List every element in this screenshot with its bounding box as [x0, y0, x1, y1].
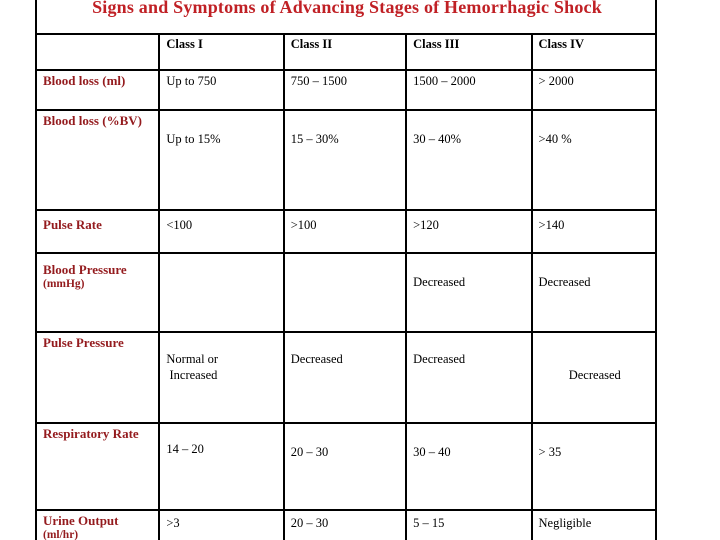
cell-value: Decreased [405, 331, 533, 424]
table-row-respiratory-rate: Respiratory Rate 14 – 20 20 – 30 30 – 40… [34, 422, 658, 511]
cell-value: >3 [158, 509, 285, 540]
cell-value: 20 – 30 [282, 422, 408, 511]
cell-value: Decreased [530, 252, 658, 333]
table-row-blood-pressure: Blood Pressure (mmHg) Decreased Decrease… [34, 252, 658, 333]
row-label: Blood loss (%BV) [43, 113, 142, 128]
cell-value: > 2000 [530, 69, 658, 111]
title-cell: Signs and Symptoms of Advancing Stages o… [35, 0, 657, 35]
table-row-blood-loss-pct: Blood loss (%BV) Up to 15% 15 – 30% 30 –… [34, 109, 658, 211]
cell-value: <100 [158, 209, 285, 254]
column-header-class-2: Class II [282, 33, 408, 71]
row-label-unit: (mmHg) [43, 277, 85, 290]
table-row-pulse-pressure: Pulse Pressure Normal or Increased Decre… [34, 331, 658, 424]
cell-value: 20 – 30 [282, 509, 408, 540]
page-title: Signs and Symptoms of Advancing Stages o… [92, 0, 602, 17]
cell-value: Normal or Increased [158, 331, 285, 424]
row-label-cell: Blood Pressure (mmHg) [34, 252, 161, 333]
cell-value: 30 – 40% [405, 109, 533, 211]
cell-value: 15 – 30% [282, 109, 408, 211]
cell-value: Up to 15% [158, 109, 285, 211]
hemorrhagic-shock-table: Signs and Symptoms of Advancing Stages o… [34, 0, 658, 540]
row-label-cell: Blood loss (ml) [34, 69, 161, 111]
row-label-cell: Urine Output (ml/hr) [34, 509, 161, 540]
cell-value: Up to 750 [158, 69, 285, 111]
row-label: Pulse Rate [43, 217, 102, 232]
cell-value: >140 [530, 209, 658, 254]
row-label-cell: Pulse Rate [34, 209, 161, 254]
cell-value: Decreased [530, 331, 658, 424]
cell-value [282, 252, 408, 333]
column-header-class-1: Class I [158, 33, 285, 71]
column-header-class-4: Class IV [530, 33, 658, 71]
row-label: Blood Pressure [43, 262, 127, 277]
table-row-urine-output: Urine Output (ml/hr) >3 20 – 30 5 – 15 N… [34, 509, 658, 540]
cell-value: 5 – 15 [405, 509, 533, 540]
table-row-pulse-rate: Pulse Rate <100 >100 >120 >140 [34, 209, 658, 254]
cell-value: 30 – 40 [405, 422, 533, 511]
cell-value [158, 252, 285, 333]
cell-value: >120 [405, 209, 533, 254]
cell-value: 750 – 1500 [282, 69, 408, 111]
row-label: Blood loss (ml) [43, 73, 126, 88]
row-label-cell: Blood loss (%BV) [34, 109, 161, 211]
table-row-blood-loss-ml: Blood loss (ml) Up to 750 750 – 1500 150… [34, 69, 658, 111]
row-label-cell: Pulse Pressure [34, 331, 161, 424]
row-label: Pulse Pressure [43, 335, 124, 350]
row-label: Urine Output [43, 513, 119, 528]
cell-value: 1500 – 2000 [405, 69, 533, 111]
cell-value: Decreased [282, 331, 408, 424]
title-row: Signs and Symptoms of Advancing Stages o… [35, 0, 657, 35]
cell-value: >100 [282, 209, 408, 254]
header-corner-cell [34, 33, 161, 71]
cell-value: > 35 [530, 422, 658, 511]
row-label-cell: Respiratory Rate [34, 422, 161, 511]
row-label: Respiratory Rate [43, 426, 139, 441]
cell-value: Negligible [530, 509, 658, 540]
header-row: Class I Class II Class III Class IV [34, 33, 658, 71]
row-label-unit: (ml/hr) [43, 528, 79, 540]
cell-value: 14 – 20 [158, 422, 285, 511]
cell-value: >40 % [530, 109, 658, 211]
cell-value: Decreased [405, 252, 533, 333]
column-header-class-3: Class III [405, 33, 533, 71]
